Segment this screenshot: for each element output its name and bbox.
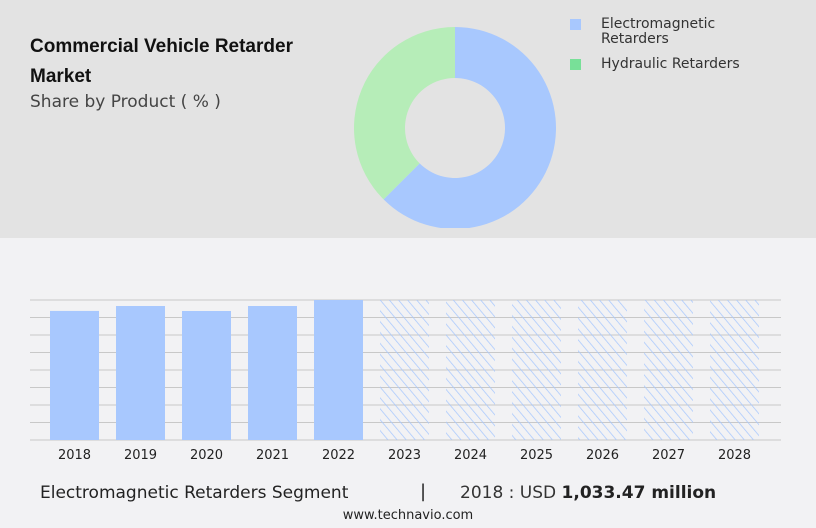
footer-separator: |: [420, 481, 427, 502]
chart-subtitle: Share by Product ( % ): [30, 92, 221, 112]
legend-label: Hydraulic Retarders: [601, 56, 740, 72]
footer-segment: Electromagnetic Retarders Segment: [40, 483, 349, 503]
donut-slice-hydraulic: [353, 27, 455, 200]
footer-amount: 1,033.47 million: [561, 483, 717, 503]
bar-2021: [248, 305, 297, 440]
legend-swatch: [570, 19, 581, 30]
bar-2020: [182, 310, 231, 440]
footer-site: www.technavio.com: [342, 508, 474, 523]
bar-2019: [116, 305, 165, 440]
x-tick-label: 2024: [454, 448, 487, 463]
x-tick-label: 2021: [256, 448, 289, 463]
x-tick-label: 2019: [124, 448, 157, 463]
footer-value: 2018 : USD 1,033.47 million: [460, 483, 716, 503]
bar-2023: [380, 300, 429, 440]
x-tick-label: 2027: [652, 448, 685, 463]
x-tick-label: 2020: [190, 448, 223, 463]
bar-2024: [446, 300, 495, 440]
legend-item-electromagnetic: Electromagnetic Retarders: [570, 17, 741, 47]
x-tick-label: 2026: [586, 448, 619, 463]
x-tick-label: 2023: [388, 448, 421, 463]
bar-2022: [314, 300, 363, 440]
bar-2025: [512, 300, 561, 440]
x-tick-label: 2022: [322, 448, 355, 463]
x-tick-label: 2025: [520, 448, 553, 463]
donut-slice-electromagnetic: [383, 27, 556, 228]
bar-2026: [578, 300, 627, 440]
legend-item-hydraulic: Hydraulic Retarders: [570, 57, 740, 72]
bar-2018: [50, 310, 99, 440]
x-tick-label: 2028: [718, 448, 751, 463]
legend-label: Electromagnetic Retarders: [601, 16, 716, 47]
legend-swatch: [570, 59, 581, 70]
chart-title: Commercial Vehicle Retarder Market: [30, 36, 293, 87]
footer-year: 2018 : USD: [460, 483, 557, 503]
bar-2027: [644, 300, 693, 440]
bar-2028: [710, 300, 759, 440]
x-tick-label: 2018: [58, 448, 91, 463]
